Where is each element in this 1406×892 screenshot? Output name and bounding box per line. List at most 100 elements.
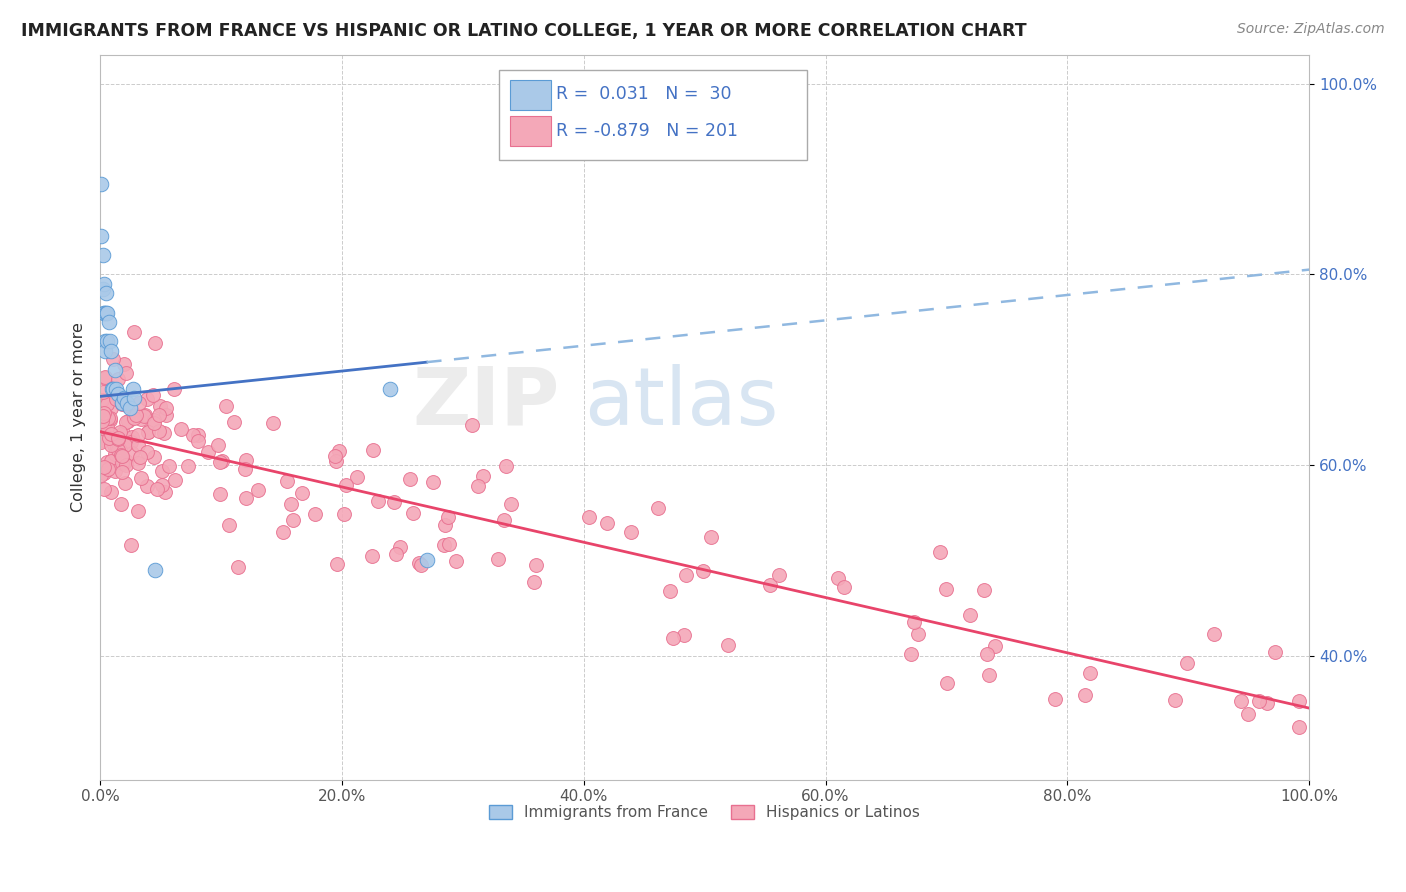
Point xyxy=(127,457,149,471)
Point xyxy=(107,432,129,446)
Point xyxy=(692,565,714,579)
Point xyxy=(143,416,166,430)
Point xyxy=(647,501,669,516)
Point xyxy=(111,450,134,464)
Point xyxy=(96,305,118,319)
Point xyxy=(105,440,128,454)
Point xyxy=(1264,645,1286,659)
FancyBboxPatch shape xyxy=(510,116,551,146)
Point xyxy=(1256,696,1278,710)
Point xyxy=(183,428,205,442)
Point xyxy=(150,478,173,492)
Point xyxy=(91,419,114,434)
Point xyxy=(1236,707,1258,722)
Point xyxy=(247,483,270,497)
Point xyxy=(107,431,129,445)
Point xyxy=(120,435,142,450)
Point xyxy=(111,456,134,470)
Point xyxy=(979,667,1001,681)
Point xyxy=(96,286,118,301)
Point xyxy=(94,370,117,384)
Point xyxy=(367,494,389,508)
Point xyxy=(104,382,127,396)
Point xyxy=(103,351,125,366)
Point xyxy=(304,508,326,522)
Point xyxy=(97,431,120,445)
Point xyxy=(280,497,302,511)
Point xyxy=(984,639,1007,653)
Point xyxy=(389,540,412,554)
Point xyxy=(122,411,145,425)
Point xyxy=(1045,692,1067,706)
Point xyxy=(112,357,135,371)
Point xyxy=(93,466,115,480)
Point xyxy=(661,631,683,645)
Y-axis label: College, 1 year or more: College, 1 year or more xyxy=(72,322,86,512)
Point xyxy=(578,509,600,524)
Point xyxy=(129,412,152,426)
Point xyxy=(1164,692,1187,706)
Point xyxy=(494,513,516,527)
Point xyxy=(471,469,494,483)
Point xyxy=(93,406,115,420)
Point xyxy=(93,460,115,475)
Point xyxy=(900,647,922,661)
Point xyxy=(136,425,159,440)
Point xyxy=(91,409,114,423)
Point xyxy=(382,495,405,509)
Point xyxy=(1247,694,1270,708)
FancyBboxPatch shape xyxy=(499,70,807,161)
Point xyxy=(107,372,129,386)
Point xyxy=(1230,694,1253,708)
Point xyxy=(495,459,517,474)
Point xyxy=(115,415,138,429)
Point xyxy=(907,627,929,641)
Point xyxy=(115,396,138,410)
Point xyxy=(93,305,115,319)
Point xyxy=(271,524,294,539)
Point xyxy=(97,315,120,329)
Point xyxy=(385,547,408,561)
Point xyxy=(121,446,143,460)
Point xyxy=(415,553,437,567)
Point xyxy=(90,229,112,244)
Point xyxy=(150,464,173,478)
Point xyxy=(104,447,127,461)
Point xyxy=(177,458,200,473)
Point xyxy=(97,461,120,475)
Point xyxy=(91,461,114,475)
Point xyxy=(461,418,484,433)
Point xyxy=(114,366,136,380)
Point xyxy=(94,334,117,348)
Point xyxy=(215,399,238,413)
Point xyxy=(90,411,112,425)
Point xyxy=(90,434,112,449)
Point xyxy=(380,382,402,396)
Point xyxy=(121,430,143,444)
Point xyxy=(90,413,112,427)
Point xyxy=(115,398,138,412)
Text: R = -0.879   N = 201: R = -0.879 N = 201 xyxy=(555,122,738,140)
Point xyxy=(93,483,115,497)
Point xyxy=(620,525,643,540)
Point xyxy=(128,396,150,410)
Point xyxy=(675,568,697,582)
Point xyxy=(100,454,122,468)
Point xyxy=(90,177,112,191)
Point xyxy=(233,461,256,475)
Point xyxy=(170,422,193,436)
Point xyxy=(935,582,957,596)
Point xyxy=(834,580,856,594)
Point xyxy=(155,401,177,415)
Point xyxy=(91,434,114,448)
Point xyxy=(332,508,354,522)
Point xyxy=(197,444,219,458)
Point xyxy=(973,582,995,597)
Point xyxy=(959,607,981,622)
Point xyxy=(467,479,489,493)
Point xyxy=(127,504,149,518)
Point xyxy=(222,415,245,429)
Point xyxy=(328,444,350,458)
Point xyxy=(120,401,142,415)
Point xyxy=(111,396,134,410)
